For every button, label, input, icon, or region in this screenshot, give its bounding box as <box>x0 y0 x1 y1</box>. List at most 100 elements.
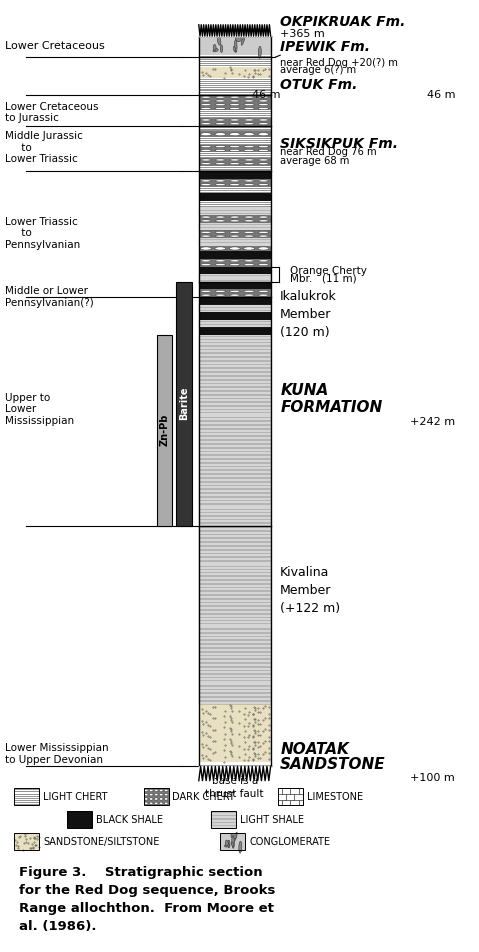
Ellipse shape <box>164 794 168 796</box>
Ellipse shape <box>215 123 226 125</box>
Ellipse shape <box>215 119 226 121</box>
Ellipse shape <box>244 159 254 161</box>
Ellipse shape <box>215 104 226 106</box>
Bar <box>199 562 271 571</box>
Bar <box>199 438 271 447</box>
Bar <box>199 78 271 86</box>
Ellipse shape <box>229 231 240 233</box>
Bar <box>199 590 271 600</box>
Bar <box>199 486 271 495</box>
Ellipse shape <box>159 798 163 800</box>
Bar <box>199 716 271 727</box>
Bar <box>199 327 271 335</box>
Ellipse shape <box>229 247 240 250</box>
Ellipse shape <box>201 290 211 292</box>
Ellipse shape <box>229 100 240 102</box>
Ellipse shape <box>144 789 148 791</box>
Bar <box>14 788 39 805</box>
Ellipse shape <box>229 163 240 165</box>
Ellipse shape <box>258 294 269 296</box>
Ellipse shape <box>229 235 240 237</box>
Bar <box>199 400 271 409</box>
Bar <box>199 193 271 201</box>
Ellipse shape <box>201 163 211 165</box>
Ellipse shape <box>239 842 242 853</box>
Ellipse shape <box>201 108 211 109</box>
Bar <box>199 230 271 238</box>
Bar <box>199 609 271 619</box>
Bar <box>199 179 271 187</box>
Ellipse shape <box>244 260 254 262</box>
Bar <box>199 505 271 514</box>
Bar <box>199 320 271 327</box>
Bar <box>199 267 271 274</box>
Text: LIGHT SHALE: LIGHT SHALE <box>240 815 304 824</box>
Ellipse shape <box>215 247 226 250</box>
Ellipse shape <box>235 36 241 42</box>
Bar <box>199 282 271 289</box>
Ellipse shape <box>244 163 254 165</box>
Ellipse shape <box>201 294 211 296</box>
Text: +242 m: +242 m <box>410 417 455 426</box>
Ellipse shape <box>215 264 226 266</box>
Ellipse shape <box>225 840 228 846</box>
Ellipse shape <box>229 146 240 148</box>
Ellipse shape <box>244 96 254 98</box>
Ellipse shape <box>258 146 269 148</box>
Ellipse shape <box>201 247 211 250</box>
Bar <box>199 638 271 647</box>
Ellipse shape <box>217 36 221 45</box>
Bar <box>199 628 271 638</box>
Bar <box>199 152 271 158</box>
Bar <box>199 600 271 609</box>
Ellipse shape <box>229 149 240 151</box>
Ellipse shape <box>244 149 254 151</box>
Text: IPEWIK Fm.: IPEWIK Fm. <box>280 40 370 54</box>
Ellipse shape <box>258 235 269 237</box>
Ellipse shape <box>201 104 211 106</box>
Bar <box>199 619 271 628</box>
Ellipse shape <box>244 184 254 186</box>
Text: Zn-Pb: Zn-Pb <box>160 414 170 446</box>
Bar <box>199 657 271 666</box>
Bar <box>199 381 271 390</box>
Ellipse shape <box>241 35 245 46</box>
Ellipse shape <box>258 159 269 161</box>
Bar <box>199 103 271 110</box>
Ellipse shape <box>215 220 226 222</box>
Bar <box>199 750 271 762</box>
Text: FORMATION: FORMATION <box>280 400 382 415</box>
Text: SIKSIKPUK Fm.: SIKSIKPUK Fm. <box>280 137 398 150</box>
Bar <box>211 811 236 828</box>
Ellipse shape <box>220 45 223 52</box>
Ellipse shape <box>215 216 226 218</box>
Ellipse shape <box>201 260 211 262</box>
Text: NOATAK: NOATAK <box>280 742 349 757</box>
Bar <box>199 647 271 657</box>
Ellipse shape <box>215 149 226 151</box>
Bar <box>67 811 92 828</box>
Ellipse shape <box>215 290 226 292</box>
Bar <box>199 419 271 428</box>
Ellipse shape <box>154 798 158 800</box>
Bar <box>199 251 271 259</box>
Ellipse shape <box>215 231 226 233</box>
Text: LIGHT CHERT: LIGHT CHERT <box>43 792 108 802</box>
Ellipse shape <box>244 247 254 250</box>
Bar <box>199 312 271 320</box>
Bar <box>199 495 271 505</box>
Text: near Red Dog 76 m: near Red Dog 76 m <box>280 148 377 157</box>
Text: CONGLOMERATE: CONGLOMERATE <box>249 837 330 846</box>
Bar <box>199 110 271 118</box>
Ellipse shape <box>258 104 269 106</box>
Ellipse shape <box>149 789 153 791</box>
Ellipse shape <box>229 159 240 161</box>
Ellipse shape <box>201 235 211 237</box>
Bar <box>199 476 271 486</box>
Ellipse shape <box>154 789 158 791</box>
Text: Middle or Lower
Pennsylvanian(?): Middle or Lower Pennsylvanian(?) <box>5 287 93 307</box>
Ellipse shape <box>164 798 168 800</box>
Text: BLACK SHALE: BLACK SHALE <box>96 815 163 824</box>
Ellipse shape <box>229 96 240 98</box>
Bar <box>199 36 271 55</box>
